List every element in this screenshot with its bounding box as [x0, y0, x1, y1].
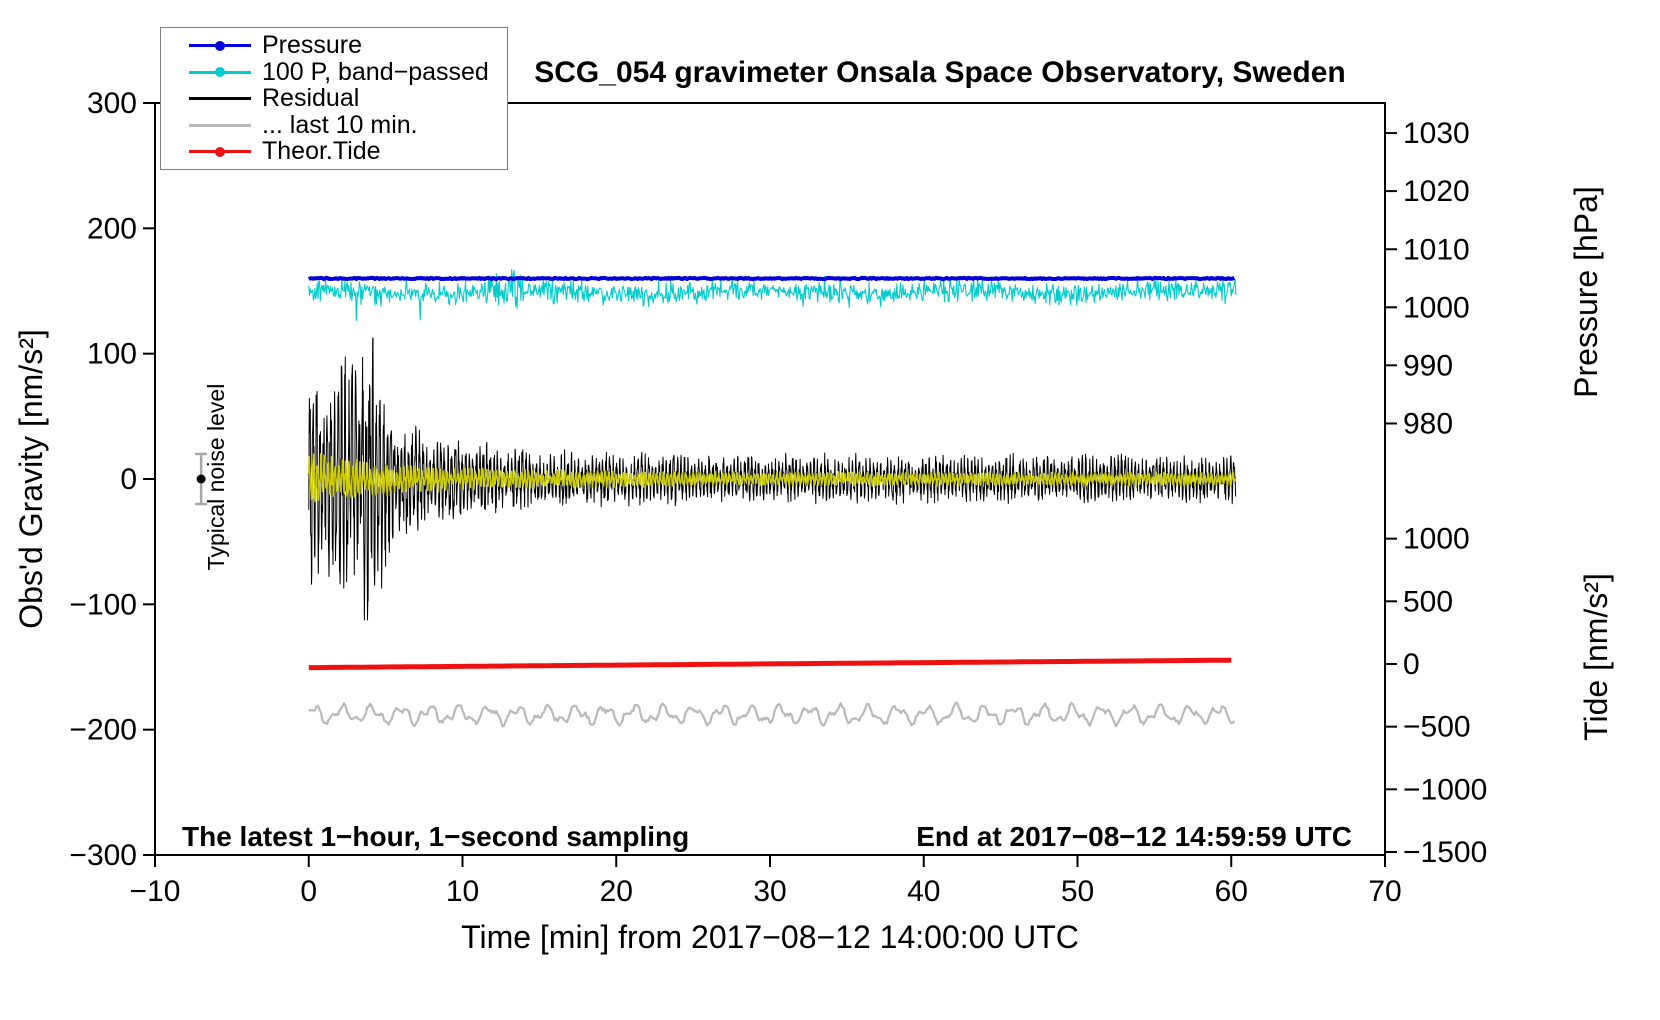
- tick-label: 0: [300, 875, 317, 908]
- legend-item-label: Residual: [262, 84, 360, 112]
- tick-label: −10: [130, 875, 181, 908]
- pressure-bandpassed-series: [308, 268, 1237, 322]
- legend-line-sample: [189, 123, 251, 127]
- legend-item-label: 100 P, band−passed: [262, 57, 489, 86]
- tick-label: −200: [69, 714, 137, 747]
- legend-marker-dot: [215, 67, 225, 77]
- left-axis-ticks: −300 −200 −100 0 100 200 300: [69, 87, 155, 872]
- legend-item-bandpassed: 100 P, band−passed: [189, 57, 507, 86]
- tick-label: 0: [1403, 648, 1420, 681]
- legend: Pressure 100 P, band−passed Residual ...…: [160, 27, 508, 170]
- legend-line-sample: [189, 146, 251, 157]
- tick-label: −300: [69, 839, 137, 872]
- sampling-note: The latest 1−hour, 1−second sampling: [182, 821, 689, 852]
- end-note: End at 2017−08−12 14:59:59 UTC: [916, 821, 1352, 852]
- tick-label: 0: [120, 463, 137, 496]
- tick-label: 10: [446, 875, 479, 908]
- legend-marker-dot: [215, 146, 225, 157]
- tick-label: 1030: [1403, 117, 1470, 150]
- y-axis-label-tide: Tide [nm/s²]: [1578, 573, 1614, 741]
- plot-render-layer: −10 0 10 20 30 40 50 60 70−300−200−1000100200300…: [69, 87, 1487, 908]
- chart-title: SCG_054 gravimeter Onsala Space Observat…: [534, 56, 1346, 89]
- noise-level-dot: [196, 474, 206, 484]
- tick-label: 100: [87, 338, 137, 371]
- tick-label: 40: [907, 875, 940, 908]
- tick-label: −100: [69, 588, 137, 621]
- tide-axis-ticks: 1000 500 0 −500 −1000 −1500: [1385, 523, 1487, 869]
- noise-level-marker: [195, 452, 208, 506]
- legend-item-theortide: Theor.Tide: [189, 137, 507, 165]
- tick-label: 300: [87, 87, 137, 120]
- tick-label: 1000: [1403, 523, 1470, 556]
- legend-line-sample: [189, 67, 251, 77]
- legend-item-label: ... last 10 min.: [262, 110, 418, 139]
- x-axis-ticks: −10 0 10 20 30 40 50 60 70: [130, 855, 1402, 908]
- tick-label: 50: [1061, 875, 1094, 908]
- tick-label: −1500: [1403, 836, 1487, 869]
- legend-line-sample: [189, 97, 251, 100]
- noise-level-label: Typical noise level: [203, 384, 229, 571]
- tick-label: −1000: [1403, 773, 1487, 806]
- tick-label: 70: [1368, 875, 1401, 908]
- legend-item-label: Theor.Tide: [262, 137, 381, 165]
- y-axis-label-pressure: Pressure [hPa]: [1568, 186, 1604, 398]
- legend-item-label: Pressure: [262, 31, 363, 59]
- pressure-axis-ticks: 1030 1020 1010 1000 990 980: [1385, 117, 1470, 440]
- tick-label: 20: [600, 875, 633, 908]
- residual-last10-series: [308, 701, 1236, 728]
- theor-tide-series: [308, 657, 1232, 671]
- tick-label: 1000: [1403, 291, 1470, 324]
- pressure-series: [307, 275, 1236, 282]
- residual-smoothed-series: [308, 453, 1237, 503]
- tick-label: 200: [87, 212, 137, 245]
- tick-label: 980: [1403, 407, 1453, 440]
- tick-label: 60: [1215, 875, 1248, 908]
- tick-label: 1020: [1403, 175, 1470, 208]
- tick-label: 30: [753, 875, 786, 908]
- tick-label: −500: [1403, 711, 1471, 744]
- x-axis-label: Time [min] from 2017−08−12 14:00:00 UTC: [461, 919, 1079, 955]
- tick-label: 500: [1403, 585, 1453, 618]
- legend-item-residual: Residual: [189, 84, 507, 112]
- legend-line-sample: [189, 40, 251, 51]
- legend-marker-dot: [215, 40, 225, 51]
- legend-item-pressure: Pressure: [189, 31, 507, 59]
- tick-label: 990: [1403, 349, 1453, 382]
- y-axis-label-left: Obs'd Gravity [nm/s²]: [13, 329, 49, 629]
- tick-label: 1010: [1403, 233, 1470, 266]
- legend-item-last10: ... last 10 min.: [189, 110, 507, 139]
